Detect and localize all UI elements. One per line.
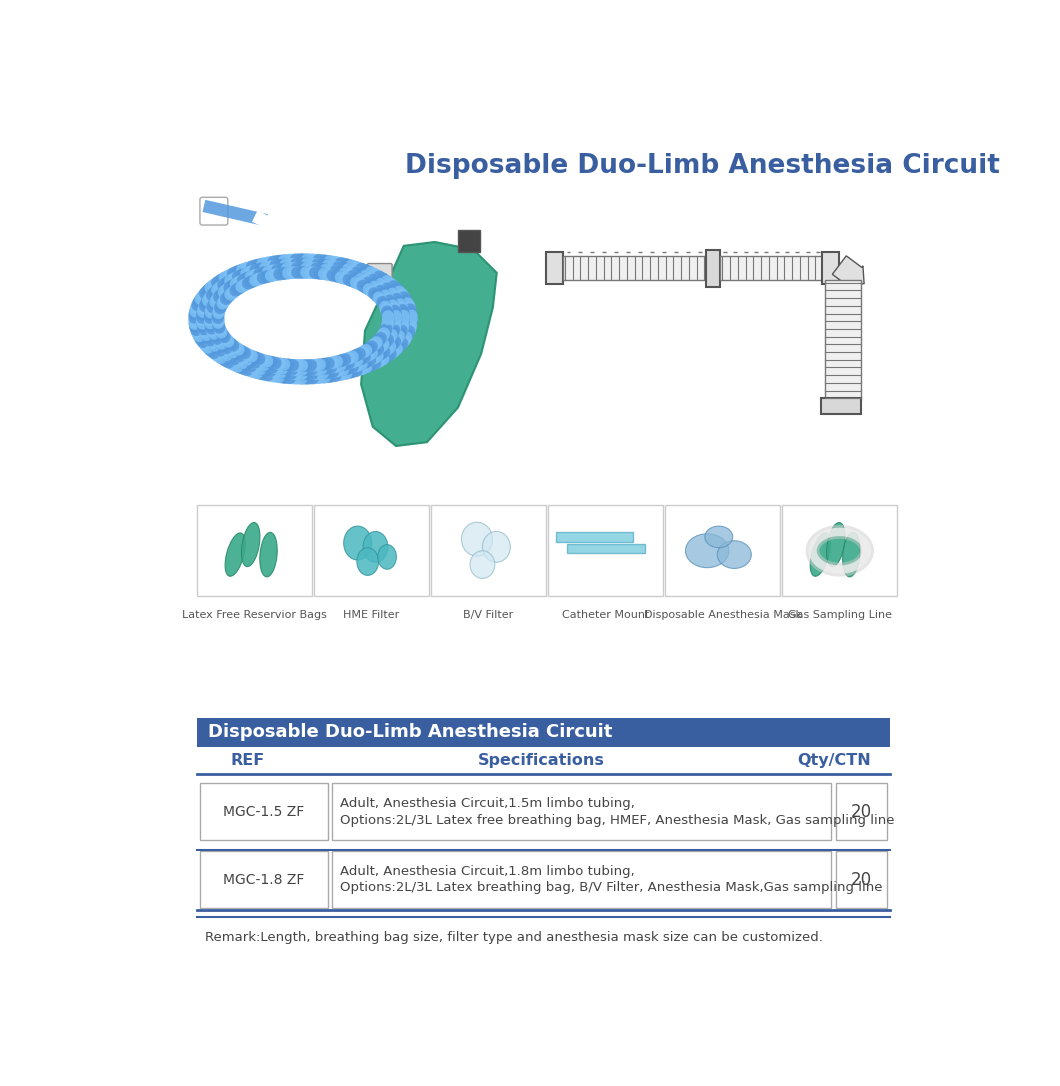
- Text: Catheter Mount: Catheter Mount: [562, 610, 650, 620]
- Ellipse shape: [461, 522, 493, 556]
- Text: Qty/CTN: Qty/CTN: [797, 753, 871, 768]
- FancyBboxPatch shape: [368, 264, 392, 280]
- Bar: [197, 718, 890, 747]
- Text: HME Filter: HME Filter: [343, 610, 400, 620]
- Bar: [314, 505, 429, 596]
- Bar: [836, 783, 887, 841]
- FancyArrow shape: [832, 256, 864, 288]
- Ellipse shape: [364, 531, 388, 563]
- Bar: [430, 505, 546, 596]
- Ellipse shape: [843, 532, 860, 577]
- Text: Disposable Anesthesia Mask: Disposable Anesthesia Mask: [643, 610, 801, 620]
- Bar: [782, 505, 898, 596]
- Text: 20: 20: [851, 871, 872, 888]
- Text: MGC-1.8 ZF: MGC-1.8 ZF: [224, 872, 304, 886]
- Ellipse shape: [260, 532, 278, 577]
- Text: Gas Sampling Line: Gas Sampling Line: [788, 610, 891, 620]
- Text: 20: 20: [851, 803, 872, 821]
- Bar: [458, 230, 480, 252]
- Bar: [820, 399, 861, 414]
- Text: B/V Filter: B/V Filter: [463, 610, 514, 620]
- Ellipse shape: [225, 533, 245, 577]
- Bar: [665, 505, 780, 596]
- Text: Specifications: Specifications: [478, 753, 605, 768]
- Ellipse shape: [343, 526, 372, 560]
- Text: MGC-1.5 ZF: MGC-1.5 ZF: [224, 805, 304, 819]
- Ellipse shape: [810, 533, 830, 577]
- Bar: [548, 505, 664, 596]
- Text: Adult, Anesthesia Circuit,1.5m limbo tubing,: Adult, Anesthesia Circuit,1.5m limbo tub…: [340, 797, 635, 810]
- Ellipse shape: [470, 551, 495, 579]
- FancyBboxPatch shape: [200, 198, 228, 225]
- Text: Disposable Duo-Limb Anesthesia Circuit: Disposable Duo-Limb Anesthesia Circuit: [208, 723, 612, 742]
- Bar: [200, 851, 328, 908]
- Text: Options:2L/3L Latex free breathing bag, HMEF, Anesthesia Mask, Gas sampling line: Options:2L/3L Latex free breathing bag, …: [340, 813, 895, 826]
- Ellipse shape: [242, 522, 260, 567]
- Polygon shape: [361, 242, 497, 446]
- Bar: [555, 532, 633, 542]
- Ellipse shape: [482, 531, 510, 563]
- Text: Adult, Anesthesia Circuit,1.8m limbo tubing,: Adult, Anesthesia Circuit,1.8m limbo tub…: [340, 864, 635, 877]
- Bar: [563, 256, 706, 280]
- Ellipse shape: [827, 522, 845, 567]
- Bar: [197, 505, 313, 596]
- Bar: [567, 544, 644, 553]
- Ellipse shape: [377, 544, 396, 569]
- Bar: [823, 252, 840, 285]
- Ellipse shape: [357, 547, 378, 576]
- Bar: [200, 783, 328, 841]
- Text: Options:2L/3L Latex breathing bag, B/V Filter, Anesthesia Mask,Gas sampling line: Options:2L/3L Latex breathing bag, B/V F…: [340, 882, 883, 895]
- Text: Remark:Length, breathing bag size, filter type and anesthesia mask size can be c: Remark:Length, breathing bag size, filte…: [205, 931, 823, 944]
- Bar: [825, 280, 861, 400]
- Bar: [546, 252, 563, 285]
- Text: REF: REF: [230, 753, 264, 768]
- Ellipse shape: [705, 526, 732, 547]
- Bar: [333, 783, 831, 841]
- Bar: [720, 256, 823, 280]
- Bar: [333, 851, 831, 908]
- Bar: [836, 851, 887, 908]
- Bar: [706, 250, 720, 287]
- Text: Latex Free Reservior Bags: Latex Free Reservior Bags: [182, 610, 326, 620]
- Text: Disposable Duo-Limb Anesthesia Circuit: Disposable Duo-Limb Anesthesia Circuit: [405, 153, 1000, 179]
- Ellipse shape: [718, 541, 752, 568]
- Ellipse shape: [686, 534, 729, 568]
